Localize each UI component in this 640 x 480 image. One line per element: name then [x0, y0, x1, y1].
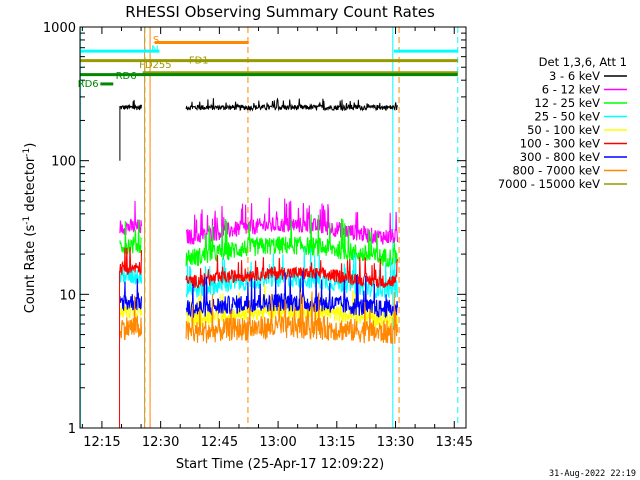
flag-label-3: FD1 [189, 56, 209, 67]
flag-label-2: S [153, 35, 159, 46]
legend-title: Det 1,3,6, Att 1 [539, 55, 627, 69]
series-line-0 [119, 97, 398, 161]
legend-label-4: 50 - 100 keV [527, 123, 600, 137]
generated-timestamp: 31-Aug-2022 22:19 [549, 469, 636, 479]
x-tick-label-4: 13:15 [318, 435, 355, 450]
x-axis-label: Start Time (25-Apr-17 12:09:22) [176, 457, 384, 472]
legend-label-0: 3 - 6 keV [549, 69, 600, 83]
flag-label-0: N [151, 44, 158, 55]
x-tick-label-6: 13:45 [436, 435, 473, 450]
flag-label-4: FD255 [139, 60, 172, 71]
plot-frame [79, 26, 467, 429]
flag-label-5: RD6 [78, 79, 99, 90]
legend-label-7: 800 - 7000 keV [512, 164, 600, 178]
flag-label-6: RD6 [116, 71, 137, 82]
legend-label-2: 12 - 25 keV [534, 96, 600, 110]
series-line-4 [119, 284, 399, 328]
legend-label-6: 300 - 800 keV [520, 150, 600, 164]
x-tick-label-3: 13:00 [259, 435, 296, 450]
x-axis: 12:15 12:30 12:45 13:00 13:15 13:30 13:45 [81, 27, 473, 450]
y-tick-label-1: 10 [59, 288, 76, 303]
y-axis: 1 10 100 1000 [43, 21, 466, 437]
y-axis-label-main: Count Rate (s [23, 225, 38, 314]
x-tick-label-1: 12:30 [142, 435, 179, 450]
vertical-marker-layer [80, 27, 459, 428]
y-axis-label-mid: detector [23, 156, 38, 216]
series-line-7 [119, 291, 399, 344]
x-tick-label-2: 12:45 [201, 435, 238, 450]
legend-label-5: 100 - 300 keV [520, 137, 600, 151]
legend-label-1: 6 - 12 keV [542, 83, 600, 97]
series-layer [119, 97, 399, 428]
series-line-6 [119, 270, 399, 318]
y-axis-label-sup2: -1 [22, 148, 32, 157]
series-line-5 [119, 247, 399, 289]
y-axis-label-end: ) [23, 143, 38, 148]
legend-label-8: 7000 - 15000 keV [498, 177, 600, 191]
y-tick-label-2: 100 [51, 155, 76, 170]
y-tick-label-3: 1000 [43, 21, 76, 36]
y-axis-label-sup1: -1 [22, 216, 32, 225]
chart-title: RHESSI Observing Summary Count Rates [125, 3, 435, 21]
series-line-2 [119, 214, 399, 268]
series-line-1 [119, 197, 399, 245]
y-axis-label: Count Rate (s-1 detector-1) [22, 143, 38, 314]
legend-label-3: 25 - 50 keV [534, 110, 600, 124]
x-tick-label-5: 13:30 [377, 435, 414, 450]
y-tick-label-0: 1 [68, 422, 76, 437]
flag-bar-layer [80, 41, 458, 86]
x-tick-label-0: 12:15 [83, 435, 120, 450]
